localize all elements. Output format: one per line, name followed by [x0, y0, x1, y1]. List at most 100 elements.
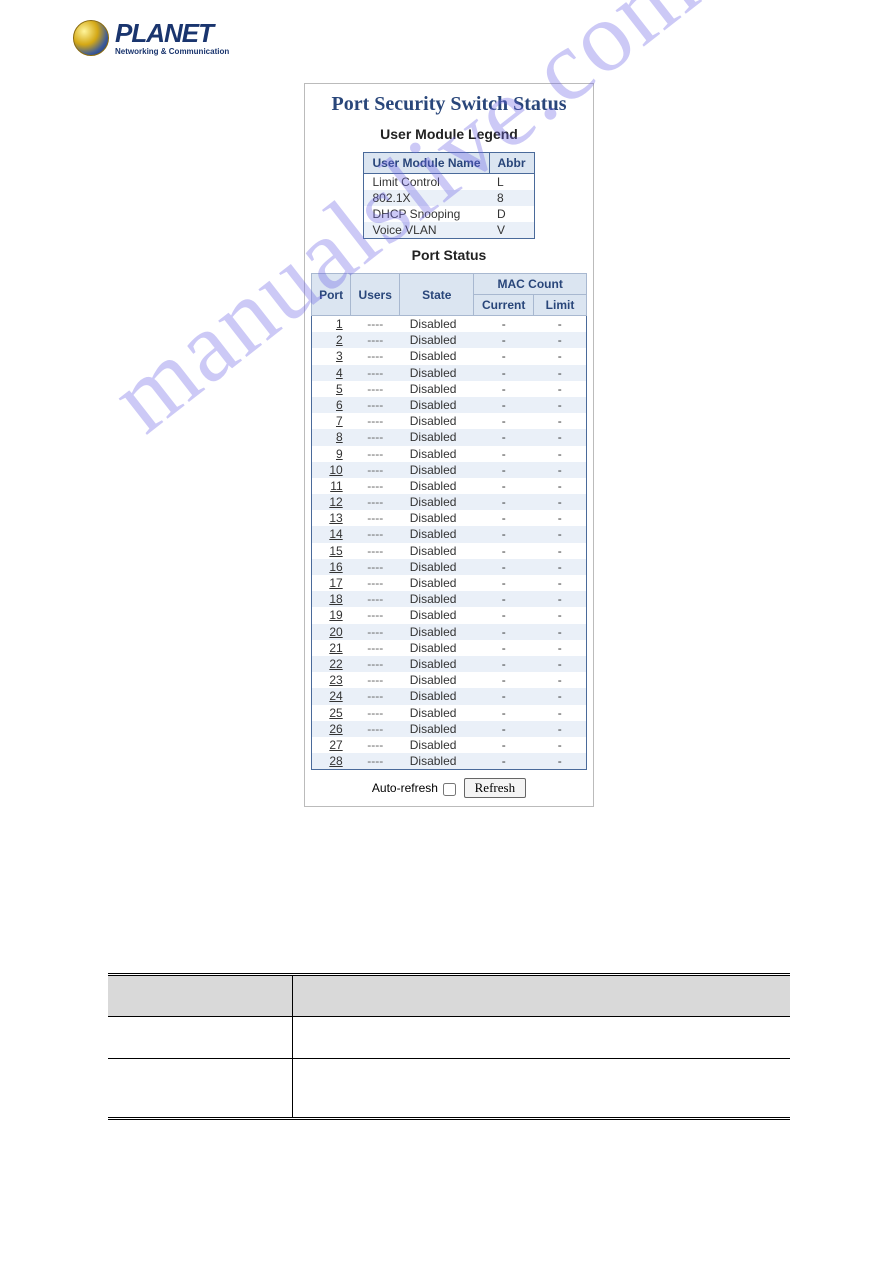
current-cell: -	[474, 478, 534, 494]
users-cell: ----	[351, 510, 400, 526]
users-cell: ----	[351, 543, 400, 559]
state-cell: Disabled	[400, 607, 474, 623]
limit-cell: -	[534, 737, 587, 753]
users-cell: ----	[351, 688, 400, 704]
port-link[interactable]: 13	[329, 511, 342, 525]
port-link[interactable]: 26	[329, 722, 342, 736]
port-link[interactable]: 17	[329, 576, 342, 590]
port-link[interactable]: 21	[329, 641, 342, 655]
port-link[interactable]: 7	[336, 414, 343, 428]
globe-icon	[73, 20, 109, 56]
port-link[interactable]: 28	[329, 754, 342, 768]
state-cell: Disabled	[400, 559, 474, 575]
state-cell: Disabled	[400, 721, 474, 737]
port-cell: 14	[312, 526, 351, 542]
limit-cell: -	[534, 624, 587, 640]
port-link[interactable]: 15	[329, 544, 342, 558]
current-cell: -	[474, 543, 534, 559]
table-row: 11----Disabled--	[312, 478, 587, 494]
port-link[interactable]: 4	[336, 366, 343, 380]
table-row: 24----Disabled--	[312, 688, 587, 704]
port-cell: 12	[312, 494, 351, 510]
current-cell: -	[474, 316, 534, 333]
port-cell: 10	[312, 462, 351, 478]
users-cell: ----	[351, 446, 400, 462]
state-cell: Disabled	[400, 381, 474, 397]
users-cell: ----	[351, 365, 400, 381]
port-link[interactable]: 23	[329, 673, 342, 687]
legend-title: User Module Legend	[311, 126, 587, 142]
port-cell: 20	[312, 624, 351, 640]
state-cell: Disabled	[400, 462, 474, 478]
users-cell: ----	[351, 575, 400, 591]
users-cell: ----	[351, 607, 400, 623]
table-row: 25----Disabled--	[312, 705, 587, 721]
table-row: 22----Disabled--	[312, 656, 587, 672]
table-row: 17----Disabled--	[312, 575, 587, 591]
port-link[interactable]: 19	[329, 608, 342, 622]
legend-cell-name: Limit Control	[364, 174, 489, 191]
port-link[interactable]: 9	[336, 447, 343, 461]
port-link[interactable]: 27	[329, 738, 342, 752]
auto-refresh-checkbox[interactable]	[443, 783, 456, 796]
limit-cell: -	[534, 753, 587, 770]
port-link[interactable]: 3	[336, 349, 343, 363]
info-row1-right	[292, 1017, 790, 1059]
table-row: 27----Disabled--	[312, 737, 587, 753]
table-row: 14----Disabled--	[312, 526, 587, 542]
users-cell: ----	[351, 526, 400, 542]
current-cell: -	[474, 381, 534, 397]
table-row: 7----Disabled--	[312, 413, 587, 429]
limit-cell: -	[534, 656, 587, 672]
users-cell: ----	[351, 397, 400, 413]
port-link[interactable]: 14	[329, 527, 342, 541]
port-link[interactable]: 8	[336, 430, 343, 444]
port-cell: 3	[312, 348, 351, 364]
state-cell: Disabled	[400, 494, 474, 510]
port-cell: 17	[312, 575, 351, 591]
port-link[interactable]: 20	[329, 625, 342, 639]
users-cell: ----	[351, 316, 400, 333]
legend-cell-abbr: V	[489, 222, 534, 239]
th-state: State	[400, 274, 474, 316]
table-row: 20----Disabled--	[312, 624, 587, 640]
limit-cell: -	[534, 462, 587, 478]
current-cell: -	[474, 624, 534, 640]
limit-cell: -	[534, 397, 587, 413]
port-link[interactable]: 12	[329, 495, 342, 509]
port-link[interactable]: 22	[329, 657, 342, 671]
footer-controls: Auto-refresh Refresh	[311, 778, 587, 798]
users-cell: ----	[351, 381, 400, 397]
port-cell: 18	[312, 591, 351, 607]
port-link[interactable]: 24	[329, 689, 342, 703]
users-cell: ----	[351, 737, 400, 753]
legend-cell-abbr: L	[489, 174, 534, 191]
current-cell: -	[474, 494, 534, 510]
users-cell: ----	[351, 721, 400, 737]
table-row: 21----Disabled--	[312, 640, 587, 656]
port-link[interactable]: 16	[329, 560, 342, 574]
info-header-right	[292, 975, 790, 1017]
legend-header-abbr: Abbr	[489, 153, 534, 174]
port-link[interactable]: 25	[329, 706, 342, 720]
legend-cell-name: Voice VLAN	[364, 222, 489, 239]
port-link[interactable]: 2	[336, 333, 343, 347]
port-link[interactable]: 6	[336, 398, 343, 412]
port-link[interactable]: 5	[336, 382, 343, 396]
limit-cell: -	[534, 381, 587, 397]
legend-row: Limit ControlL	[364, 174, 534, 191]
port-link[interactable]: 11	[330, 479, 342, 493]
current-cell: -	[474, 446, 534, 462]
port-link[interactable]: 1	[336, 317, 343, 331]
port-cell: 8	[312, 429, 351, 445]
state-cell: Disabled	[400, 672, 474, 688]
port-cell: 23	[312, 672, 351, 688]
table-row: 18----Disabled--	[312, 591, 587, 607]
state-cell: Disabled	[400, 737, 474, 753]
port-link[interactable]: 18	[329, 592, 342, 606]
port-link[interactable]: 10	[329, 463, 342, 477]
refresh-button[interactable]: Refresh	[464, 778, 526, 798]
current-cell: -	[474, 348, 534, 364]
info-row2-right	[292, 1059, 790, 1119]
table-row: 15----Disabled--	[312, 543, 587, 559]
